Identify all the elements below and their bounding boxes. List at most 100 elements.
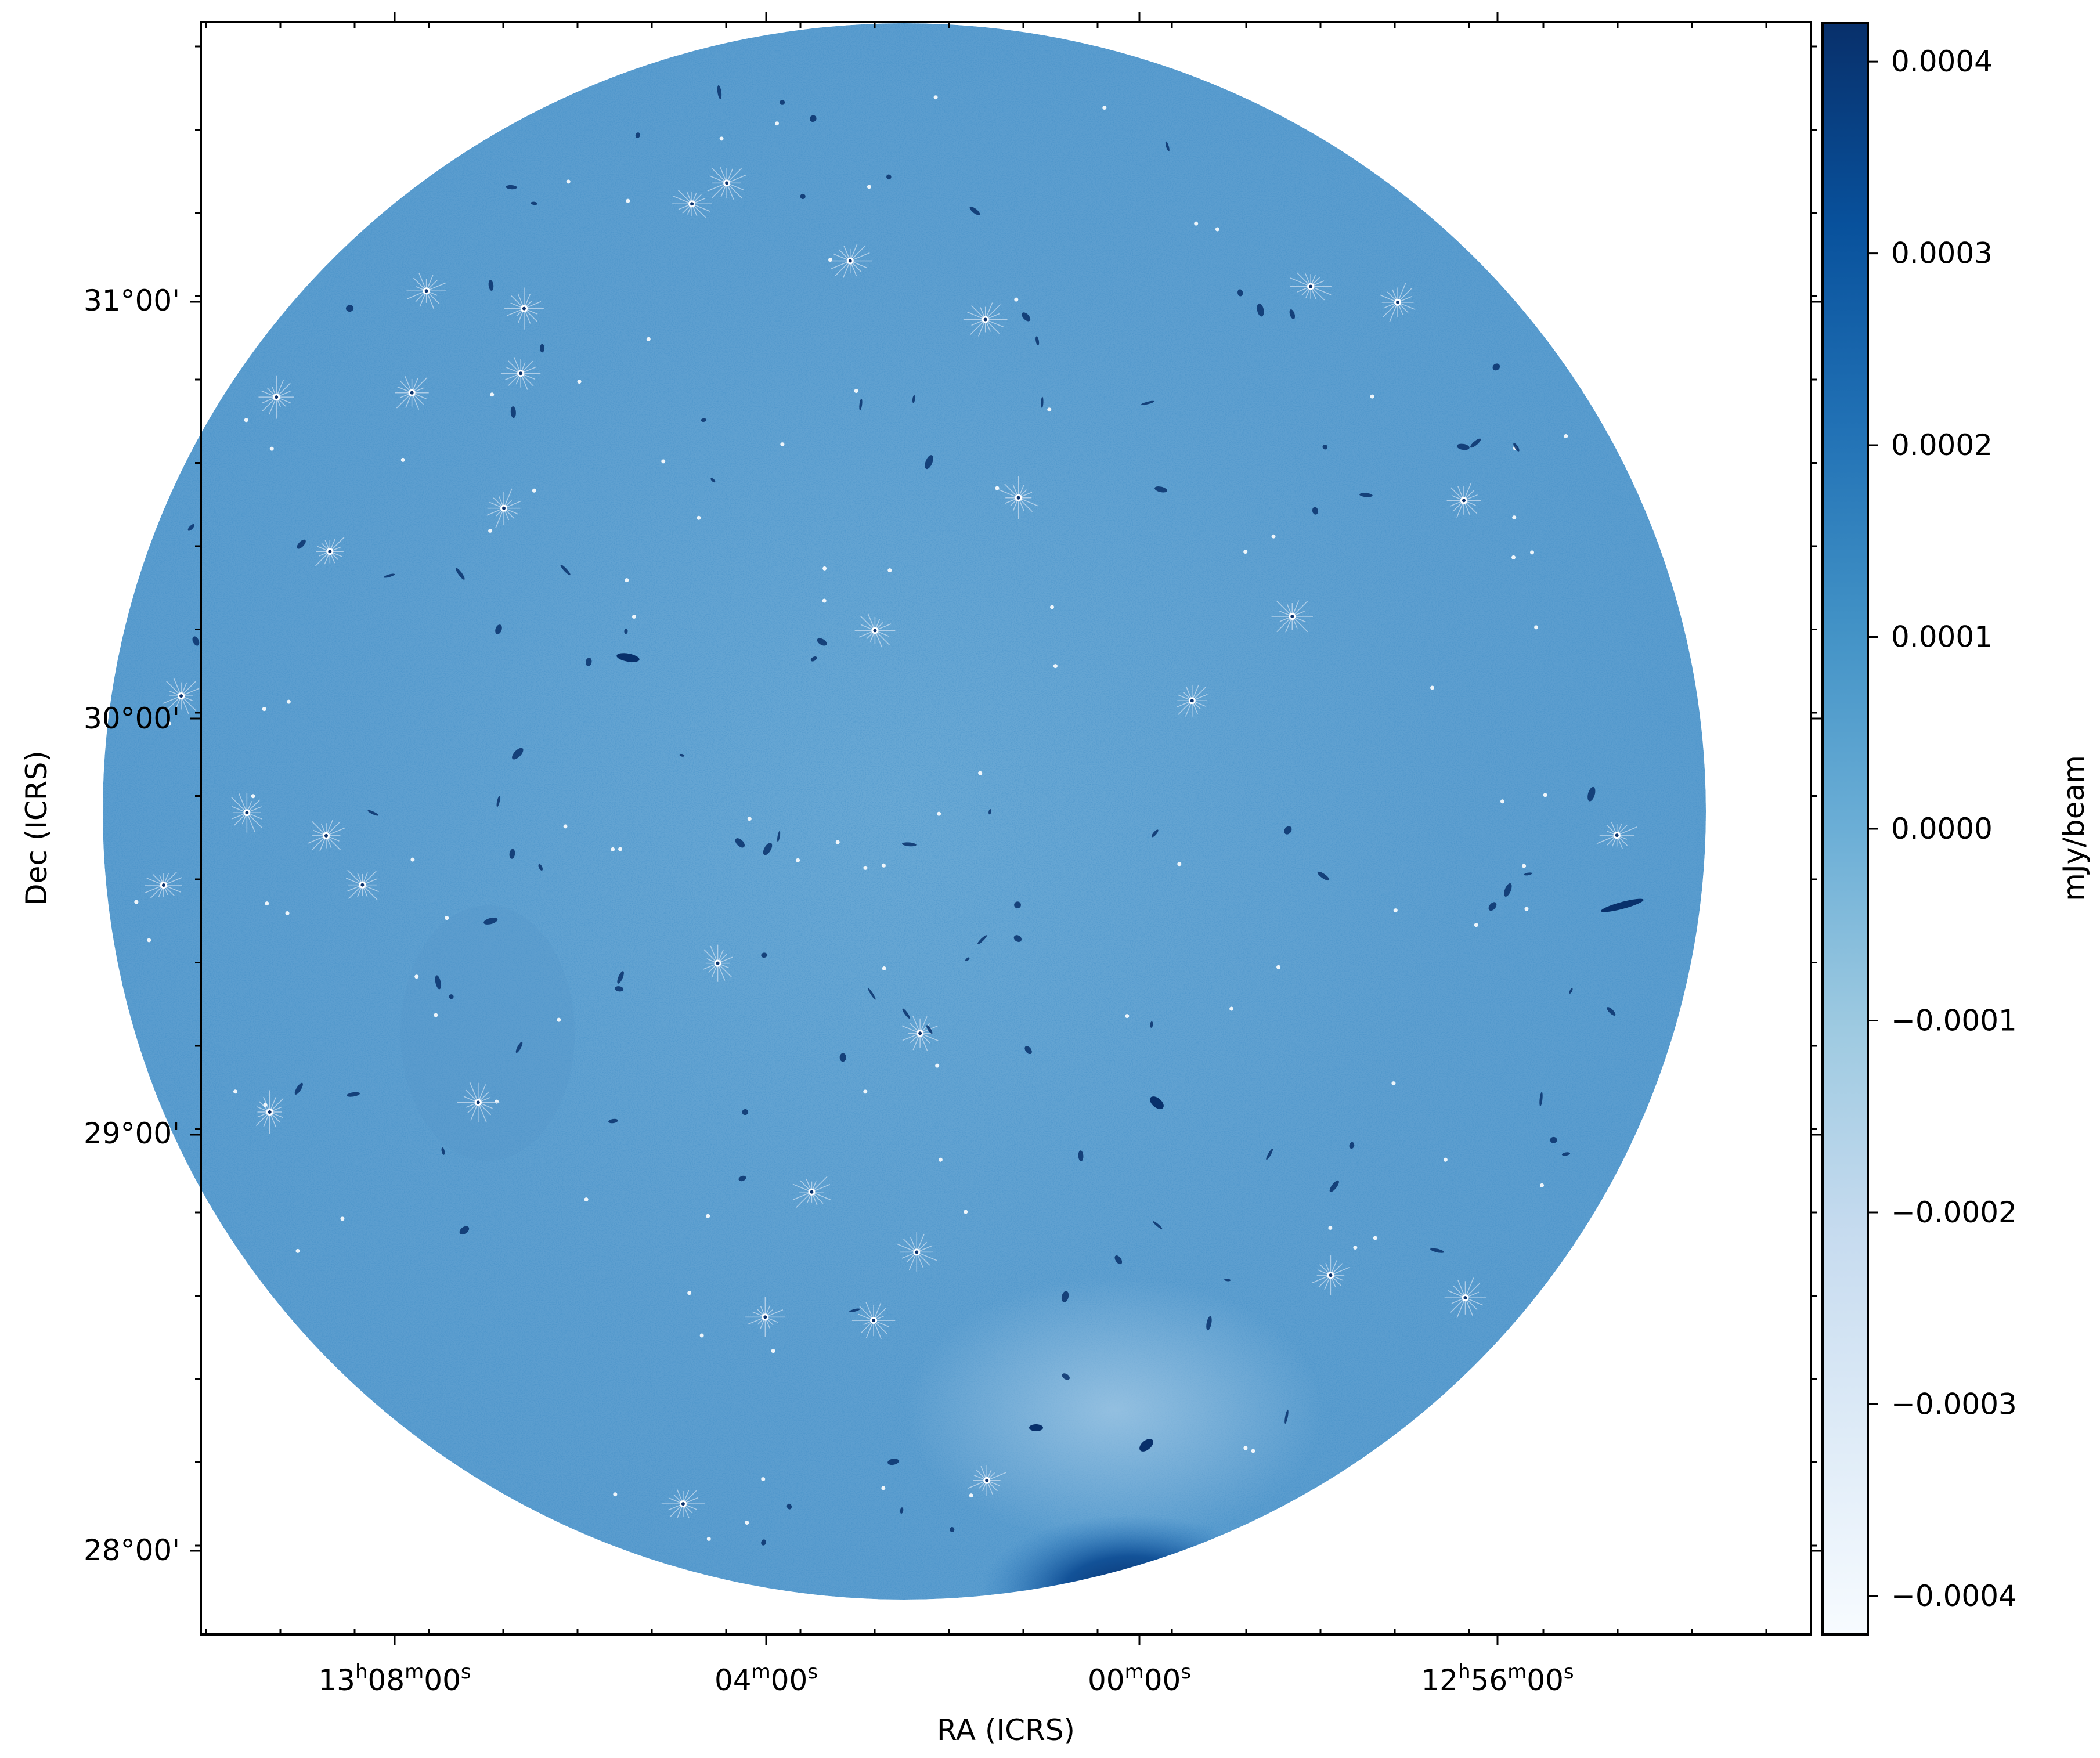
point-source [1290, 272, 1332, 301]
point-source [163, 677, 200, 714]
extended-blob [1569, 988, 1573, 994]
point-source [745, 1520, 749, 1525]
point-source [134, 900, 139, 904]
extended-blob [926, 1025, 933, 1034]
point-source [400, 457, 405, 462]
source-peak [1462, 499, 1466, 503]
extended-blob [738, 1175, 746, 1182]
extended-blob [585, 658, 592, 666]
extended-blob [900, 1507, 904, 1514]
extended-blob [1550, 1136, 1557, 1143]
extended-blob [1349, 1142, 1355, 1149]
extended-blob [717, 85, 722, 99]
colorbar-tick-label: 0.0001 [1891, 620, 1993, 654]
point-source [822, 598, 827, 603]
extended-blob [441, 1147, 445, 1155]
extended-blob [483, 918, 498, 925]
extended-blob [1492, 363, 1500, 371]
axis-ticks [190, 12, 1821, 1645]
point-source [557, 1017, 561, 1022]
extended-blob [1013, 935, 1022, 942]
extended-blob [384, 573, 395, 578]
source-peak [1290, 614, 1294, 618]
point-source [687, 1291, 692, 1295]
source-peak [424, 289, 428, 293]
colorbar-tick-label: −0.0003 [1891, 1387, 2017, 1421]
source-peak [476, 1100, 480, 1104]
y-axis-label: Dec (ICRS) [20, 750, 53, 906]
point-source [1474, 923, 1478, 927]
extended-blob [346, 305, 354, 312]
extended-blob [1317, 871, 1330, 881]
point-source [1380, 282, 1416, 322]
extended-blob [1312, 507, 1318, 515]
extended-blob [495, 624, 502, 634]
extended-blob [1014, 901, 1021, 909]
extended-blob [761, 1539, 767, 1546]
extended-blob [1078, 1150, 1084, 1161]
extended-blob [1470, 438, 1481, 448]
x-tick-label: 13h08m00s [318, 1660, 471, 1697]
extended-blob [608, 1118, 618, 1124]
point-source [345, 869, 379, 900]
point-source [233, 1089, 238, 1094]
extended-blob [538, 864, 543, 871]
point-source [796, 858, 800, 862]
source-peak [725, 181, 729, 185]
point-source [1524, 907, 1529, 911]
point-source [706, 1536, 711, 1541]
extended-blob [1154, 486, 1167, 493]
point-source [340, 1216, 345, 1221]
colorbar-tick-label: −0.0004 [1891, 1579, 2017, 1613]
extended-blob [710, 478, 716, 483]
extended-blob [456, 568, 465, 580]
extended-blob [839, 1053, 846, 1062]
source-peak [1016, 496, 1020, 500]
extended-blob [902, 842, 917, 847]
point-source [618, 847, 623, 851]
extended-blob [509, 849, 515, 859]
point-source [1444, 1277, 1486, 1318]
extended-blob [1041, 396, 1044, 408]
extended-blob [187, 524, 195, 531]
point-source [1500, 799, 1504, 804]
extended-blob [1151, 829, 1159, 838]
extended-blob [515, 1041, 523, 1053]
point-source [1177, 862, 1182, 867]
point-source [1353, 1246, 1358, 1250]
extended-blob [1224, 1279, 1231, 1282]
point-source [1540, 1183, 1545, 1187]
source-peak [410, 391, 414, 395]
point-source [1534, 625, 1539, 630]
point-source [285, 911, 290, 915]
point-source [1243, 549, 1248, 554]
point-source [566, 179, 571, 184]
dark-extended-source [1150, 1096, 1164, 1109]
point-source [792, 1176, 831, 1208]
point-source [1229, 1006, 1234, 1011]
point-source [646, 337, 651, 341]
colorbar-gradient [1823, 23, 1868, 1634]
source-peak [161, 883, 165, 887]
point-source [231, 792, 263, 833]
source-peak [690, 202, 694, 206]
point-source [672, 190, 712, 218]
point-source [771, 1349, 775, 1353]
extended-blob [1524, 872, 1532, 876]
x-tick-label: 00m00s [1088, 1660, 1191, 1697]
point-source [488, 528, 493, 533]
extended-blob [679, 753, 685, 757]
extended-blob [294, 1082, 303, 1095]
point-source [286, 699, 291, 704]
point-source [881, 1486, 886, 1490]
point-source [395, 376, 429, 410]
source-peak [1329, 1273, 1333, 1277]
point-source [613, 1492, 618, 1497]
point-source [632, 614, 636, 619]
source-peak [915, 1250, 919, 1254]
extended-blob [988, 809, 992, 815]
point-source [414, 974, 419, 979]
point-source [1311, 1255, 1350, 1295]
point-source [532, 488, 536, 493]
source-peak [983, 317, 987, 322]
